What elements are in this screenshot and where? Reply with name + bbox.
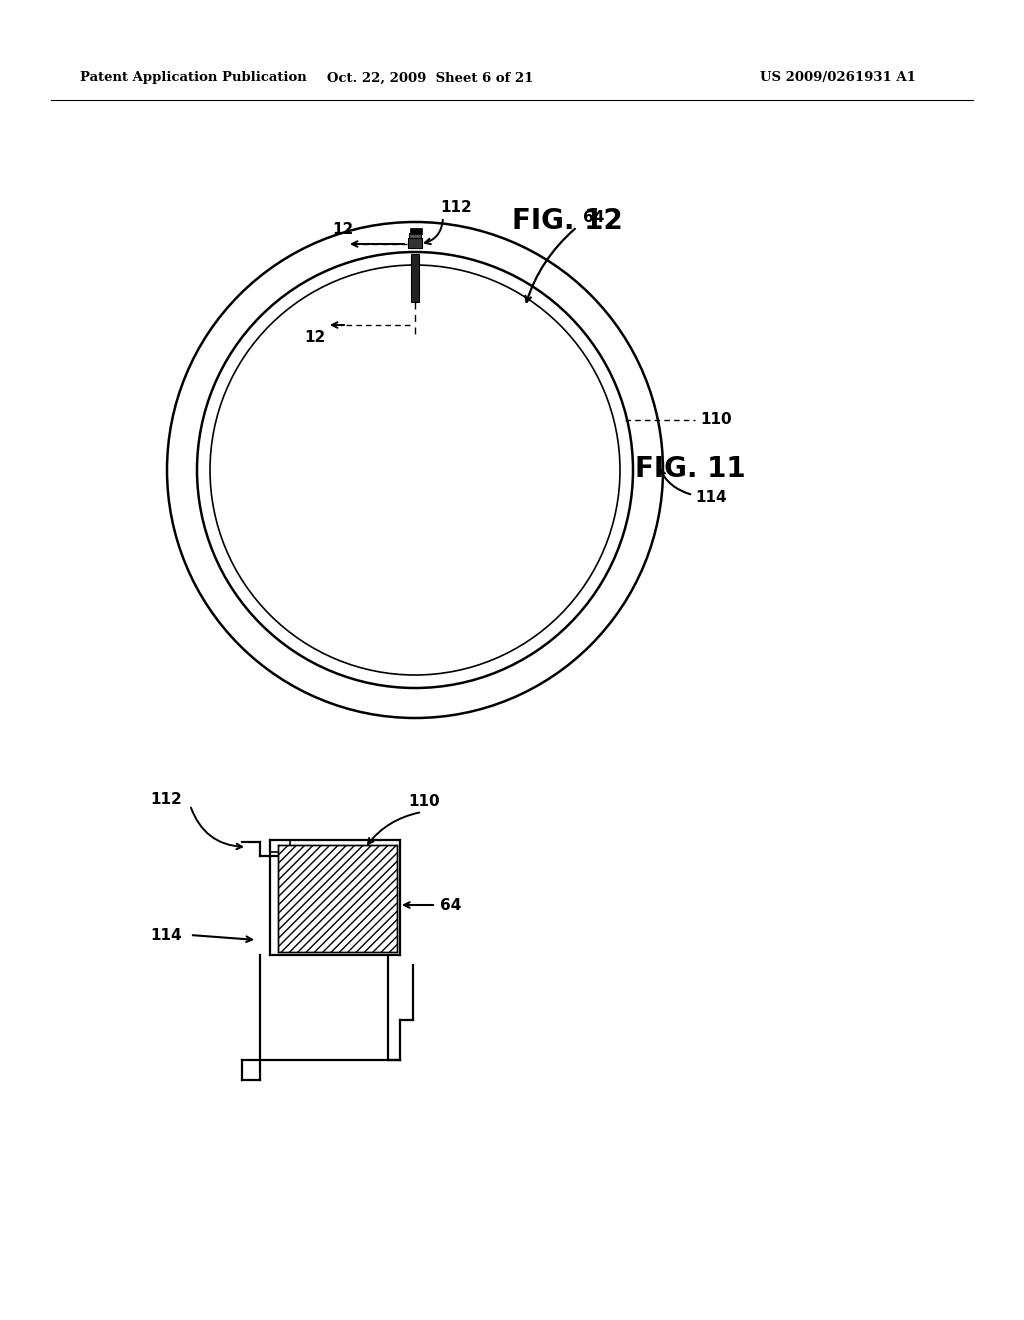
Bar <box>419 228 422 234</box>
Text: 112: 112 <box>440 199 472 214</box>
Bar <box>410 228 413 234</box>
Bar <box>408 238 422 248</box>
Text: 110: 110 <box>408 795 439 809</box>
Bar <box>409 234 421 238</box>
Text: 110: 110 <box>700 412 731 428</box>
Text: 64: 64 <box>583 210 604 224</box>
Text: 114: 114 <box>150 928 181 942</box>
Text: 12: 12 <box>304 330 326 346</box>
Text: 64: 64 <box>440 898 462 912</box>
Bar <box>416 228 419 234</box>
Text: Oct. 22, 2009  Sheet 6 of 21: Oct. 22, 2009 Sheet 6 of 21 <box>327 71 534 84</box>
Text: FIG. 11: FIG. 11 <box>635 454 745 483</box>
Text: Patent Application Publication: Patent Application Publication <box>80 71 307 84</box>
Text: 114: 114 <box>695 491 727 506</box>
Polygon shape <box>278 845 397 952</box>
Bar <box>413 228 416 234</box>
Bar <box>411 253 419 302</box>
Text: 112: 112 <box>150 792 181 808</box>
Text: FIG. 12: FIG. 12 <box>512 207 623 235</box>
Text: US 2009/0261931 A1: US 2009/0261931 A1 <box>760 71 915 84</box>
Text: 12: 12 <box>333 223 353 238</box>
